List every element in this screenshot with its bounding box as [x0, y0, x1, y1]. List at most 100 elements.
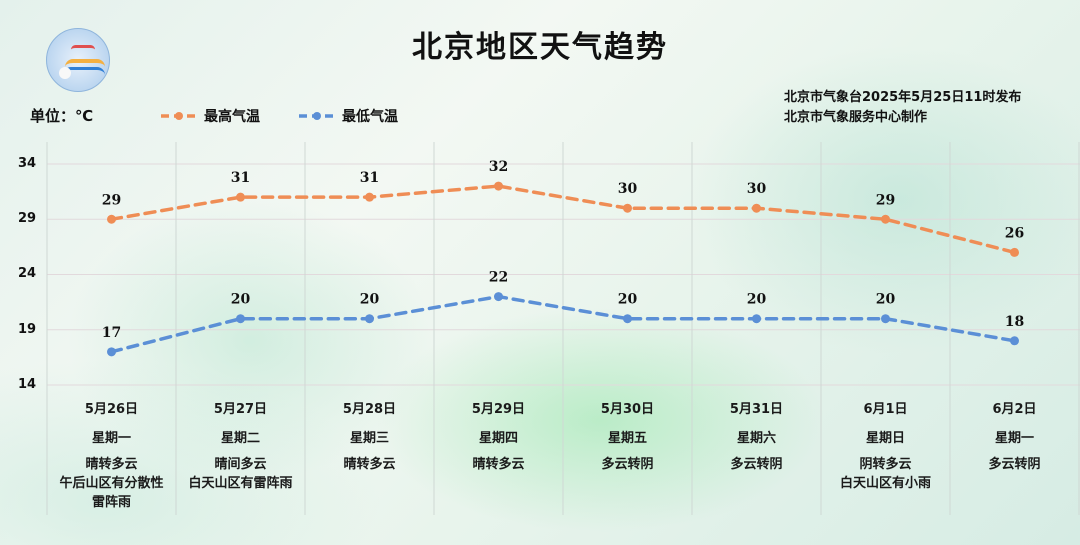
weather-line: 多云转阴 [988, 457, 1041, 472]
high-temp-point [881, 214, 890, 224]
day-weekday: 星期日 [865, 431, 905, 446]
day-weekday: 星期六 [736, 431, 776, 446]
day-weather: 晴间多云白天山区有雷阵雨 [176, 455, 305, 493]
day-weekday: 星期一 [91, 431, 131, 446]
logo-stripe-orange [65, 59, 105, 71]
high-temp-point [107, 214, 116, 224]
day-weather: 晴转多云午后山区有分散性 雷阵雨 [47, 455, 176, 512]
low-temp-point [107, 347, 116, 357]
high-temp-value: 26 [1005, 225, 1024, 241]
logo-stripe-red [71, 45, 95, 54]
day-weather: 阴转多云白天山区有小雨 [821, 455, 950, 493]
logo-globe [59, 67, 71, 79]
day-date: 6月2日 [992, 402, 1037, 417]
legend-high-label: 最高气温 [204, 109, 260, 125]
high-temp-point [365, 192, 374, 202]
y-tick-29: 29 [18, 211, 37, 226]
low-temp-point [494, 292, 503, 302]
weather-line: 晴转多云 [472, 457, 525, 472]
low-temp-value: 20 [360, 292, 380, 308]
day-column: 5月30日星期五多云转阴 [563, 390, 692, 474]
low-temp-point [236, 314, 245, 324]
weather-line: 晴间多云 [214, 457, 267, 472]
y-tick-24: 24 [18, 266, 37, 281]
day-weather: 多云转阴 [950, 455, 1079, 474]
day-column: 5月28日星期三晴转多云 [305, 390, 434, 474]
day-weather: 多云转阴 [563, 455, 692, 474]
day-date: 6月1日 [863, 402, 908, 417]
high-temp-value: 31 [231, 170, 250, 186]
high-temp-point [494, 181, 503, 191]
high-temp-value: 32 [489, 159, 508, 175]
weather-line: 多云转阴 [601, 457, 654, 472]
y-tick-34: 34 [18, 156, 37, 171]
day-date: 5月31日 [729, 402, 784, 417]
weather-line: 阴转多云 [859, 457, 912, 472]
day-weekday: 星期四 [478, 431, 518, 446]
weather-line: 多云转阴 [730, 457, 783, 472]
weather-line: 晴转多云 [85, 457, 138, 472]
day-weather: 晴转多云 [434, 455, 563, 474]
publisher-line-1: 北京市气象台2025年5月25日11时发布 [784, 90, 1022, 105]
day-date: 5月26日 [84, 402, 139, 417]
legend-high: 最高气温 [160, 106, 260, 126]
day-weather: 多云转阴 [692, 455, 821, 474]
day-column: 5月26日星期一晴转多云午后山区有分散性 雷阵雨 [47, 390, 176, 512]
day-date: 5月27日 [213, 402, 268, 417]
publisher-info: 北京市气象台2025年5月25日11时发布 北京市气象服务中心制作 [784, 88, 1021, 128]
day-date: 5月29日 [471, 402, 526, 417]
low-temp-value: 20 [231, 292, 251, 308]
day-weekday: 星期一 [994, 431, 1034, 446]
unit-label: 单位：℃ [30, 107, 94, 125]
low-temp-point [1010, 336, 1019, 346]
day-weekday: 星期五 [607, 431, 647, 446]
high-temp-point [236, 192, 245, 202]
low-temp-point [623, 314, 632, 324]
day-weekday: 星期三 [349, 431, 389, 446]
publisher-line-2: 北京市气象服务中心制作 [784, 110, 928, 125]
low-temp-point [881, 314, 890, 324]
legend-low-swatch-icon [299, 112, 335, 120]
high-temp-value: 30 [747, 181, 767, 197]
logo-stripe-blue [63, 67, 105, 78]
day-date: 5月28日 [342, 402, 397, 417]
legend-high-swatch-icon [161, 112, 197, 120]
high-temp-value: 29 [876, 192, 895, 208]
low-temp-value: 20 [747, 292, 767, 308]
y-tick-14: 14 [18, 377, 37, 392]
weather-line: 白天山区有小雨 [839, 476, 931, 491]
high-temp-line [109, 184, 1017, 255]
high-temp-value: 30 [618, 181, 638, 197]
low-temp-value: 20 [618, 292, 638, 308]
high-temp-point [752, 203, 761, 213]
weather-line: 雷阵雨 [91, 495, 131, 510]
day-column: 5月29日星期四晴转多云 [434, 390, 563, 474]
low-temp-value: 22 [489, 270, 508, 286]
low-temp-value: 18 [1005, 314, 1024, 330]
page-title: 北京地区天气趋势 [412, 30, 668, 65]
day-column: 6月1日星期日阴转多云白天山区有小雨 [821, 390, 950, 493]
high-temp-point [623, 203, 632, 213]
weather-line: 午后山区有分散性 [59, 476, 164, 491]
y-tick-19: 19 [18, 322, 37, 337]
high-temp-value: 29 [102, 192, 121, 208]
low-temp-line [109, 294, 1017, 354]
high-temp-value: 31 [360, 170, 379, 186]
weather-line: 晴转多云 [343, 457, 396, 472]
day-date: 5月30日 [600, 402, 655, 417]
day-column: 5月31日星期六多云转阴 [692, 390, 821, 474]
low-temp-value: 20 [876, 292, 896, 308]
low-temp-point [365, 314, 374, 324]
low-temp-value: 17 [102, 325, 121, 341]
legend-low: 最低气温 [298, 106, 398, 126]
weather-line: 白天山区有雷阵雨 [188, 476, 293, 491]
meteorological-logo [46, 28, 110, 92]
high-temp-point [1010, 247, 1019, 257]
day-column: 6月2日星期一多云转阴 [950, 390, 1079, 474]
day-column: 5月27日星期二晴间多云白天山区有雷阵雨 [176, 390, 305, 493]
day-weekday: 星期二 [220, 431, 260, 446]
day-weather: 晴转多云 [305, 455, 434, 474]
low-temp-point [752, 314, 761, 324]
legend-low-label: 最低气温 [342, 109, 398, 125]
